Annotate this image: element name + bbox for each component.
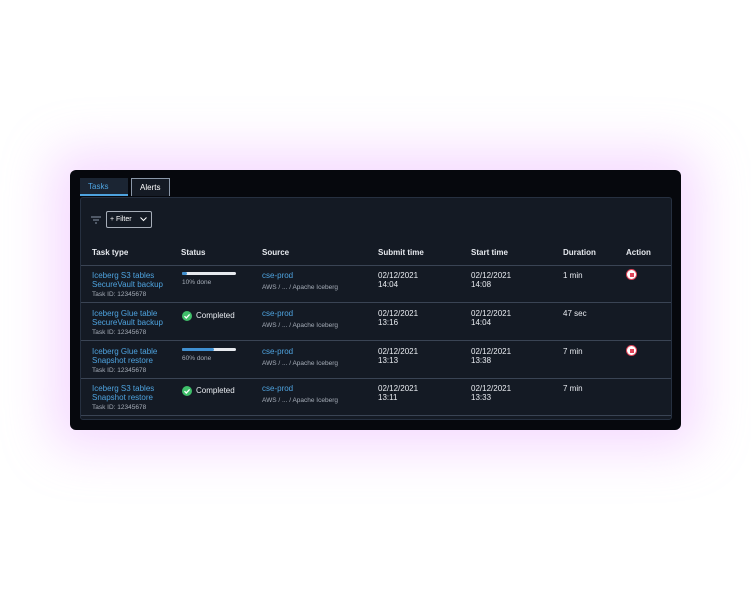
row-divider (81, 415, 671, 416)
task-type: Iceberg Glue table (92, 309, 158, 318)
start-clock: 13:38 (471, 356, 492, 365)
chevron (140, 217, 147, 222)
task-type: Snapshot restore (92, 356, 153, 365)
row-divider (81, 340, 671, 341)
source-path: AWS / ... / Apache Iceberg (262, 397, 338, 404)
duration: 7 min (563, 384, 583, 393)
task-card: Tasks 3 Alerts + Filter Task type Status S… (70, 170, 681, 430)
duration: 47 sec (563, 309, 587, 318)
progress-track (182, 348, 236, 351)
submit-date: 02/12/2021 (378, 347, 419, 356)
task-type: Snapshot restore (92, 393, 153, 402)
progress-track (182, 272, 236, 275)
column-header: Task type (92, 248, 129, 257)
start-date: 02/12/2021 (471, 271, 512, 280)
check-icon (182, 311, 192, 321)
progress-label: 60% done (182, 355, 212, 362)
task-type: SecureVault backup (92, 280, 164, 289)
source-name: cse-prod (262, 271, 294, 280)
divider (81, 265, 671, 266)
stop-button[interactable] (626, 269, 637, 280)
start-clock: 13:33 (471, 393, 492, 402)
stop-square (629, 348, 634, 353)
table-panel: + Filter Task type Status Source Submit tim… (80, 197, 672, 420)
source-name: cse-prod (262, 309, 294, 318)
start-date: 02/12/2021 (471, 309, 512, 318)
duration: 1 min (563, 271, 583, 280)
row-divider (81, 302, 671, 303)
start-clock: 14:04 (471, 318, 492, 327)
column-header: Duration (563, 248, 596, 257)
check-icon (182, 386, 192, 396)
submit-clock: 13:13 (378, 356, 399, 365)
column-header: Submit time (378, 248, 424, 257)
column-header: Status (181, 248, 206, 257)
source-path: AWS / ... / Apache Iceberg (262, 360, 338, 367)
tab-alerts[interactable]: Alerts (131, 178, 170, 196)
column-header: Action (626, 248, 651, 257)
filter-label: + Filter (110, 216, 132, 223)
task-type: Iceberg S3 tables (92, 271, 155, 280)
task-type: Iceberg Glue table (92, 347, 158, 356)
submit-date: 02/12/2021 (378, 384, 419, 393)
submit-clock: 13:16 (378, 318, 399, 327)
task-id: Task ID: 12345678 (92, 367, 147, 374)
task-id: Task ID: 12345678 (92, 329, 147, 336)
progress-label: 10% done (182, 279, 212, 286)
progress-bar (182, 272, 188, 275)
filter-button[interactable]: + Filter (106, 211, 152, 228)
task-type: SecureVault backup (92, 318, 164, 327)
stop-square (629, 272, 634, 277)
column-header: Start time (471, 248, 508, 257)
submit-clock: 14:04 (378, 280, 399, 289)
row-divider (81, 378, 671, 379)
submit-clock: 13:11 (378, 393, 398, 402)
source-name: cse-prod (262, 384, 294, 393)
submit-date: 02/12/2021 (378, 271, 419, 280)
source-path: AWS / ... / Apache Iceberg (262, 322, 338, 329)
start-date: 02/12/2021 (471, 347, 512, 356)
stop-button[interactable] (626, 345, 637, 356)
task-id: Task ID: 12345678 (92, 404, 147, 411)
submit-date: 02/12/2021 (378, 309, 419, 318)
status-text: Completed (196, 311, 235, 320)
task-id: Task ID: 12345678 (92, 291, 147, 298)
column-header: Source (262, 248, 290, 257)
task-type: Iceberg S3 tables (92, 384, 155, 393)
tab-label: Tasks (88, 182, 109, 191)
tab-tasks[interactable]: Tasks 3 (80, 178, 128, 211)
filter-icon[interactable] (91, 216, 101, 224)
start-date: 02/12/2021 (471, 384, 512, 393)
source-name: cse-prod (262, 347, 294, 356)
tab-label: Alerts (140, 183, 161, 192)
duration: 7 min (563, 347, 583, 356)
status-text: Completed (196, 386, 235, 395)
start-clock: 14:08 (471, 280, 492, 289)
progress-bar (182, 348, 215, 351)
source-path: AWS / ... / Apache Iceberg (262, 284, 338, 291)
